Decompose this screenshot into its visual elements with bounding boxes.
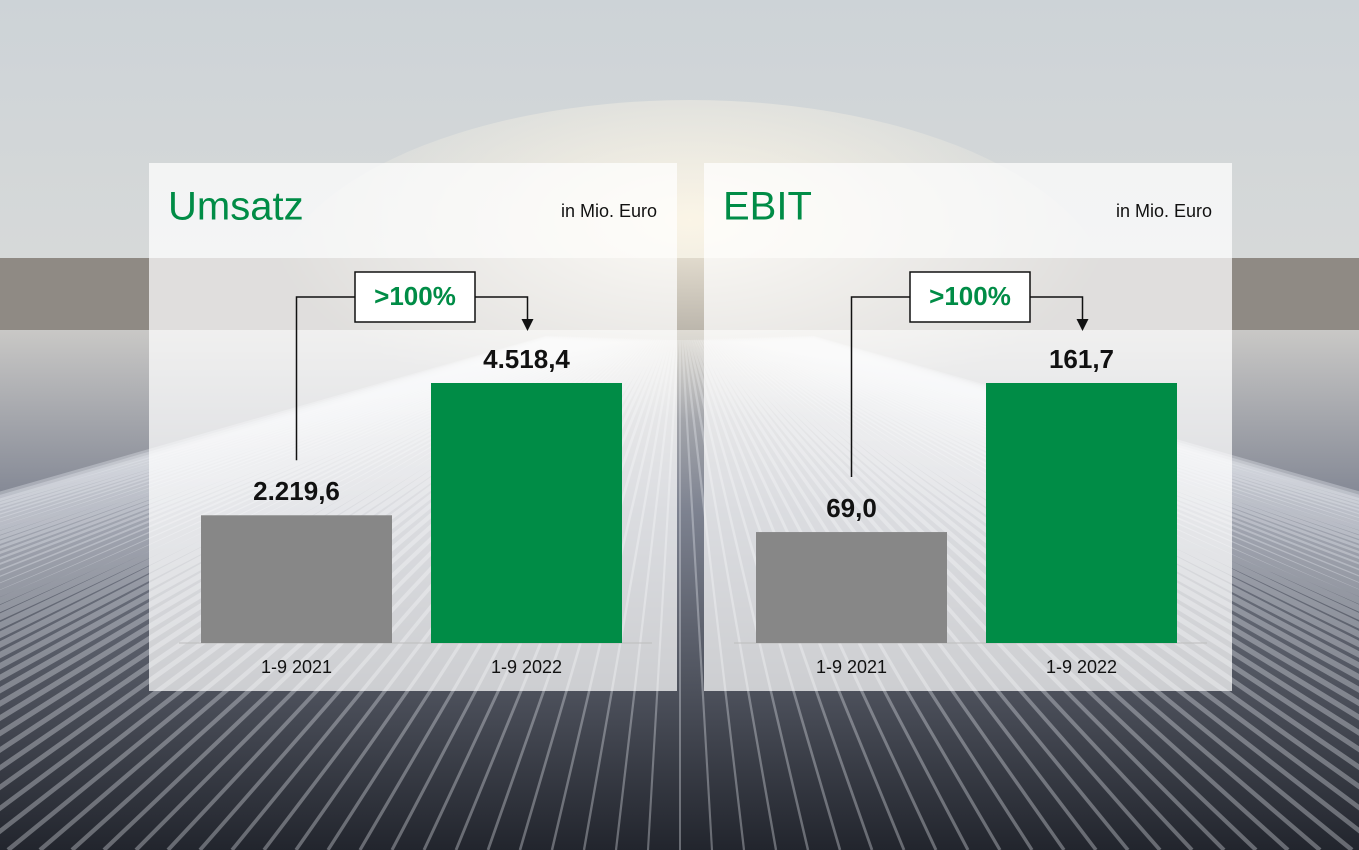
value-label: 4.518,4 xyxy=(483,344,570,374)
category-label: 1-9 2022 xyxy=(491,657,562,677)
value-label: 2.219,6 xyxy=(253,476,340,506)
bar xyxy=(431,383,622,643)
chart-title: EBIT xyxy=(723,185,812,229)
category-label: 1-9 2021 xyxy=(261,657,332,677)
value-label: 161,7 xyxy=(1049,344,1114,374)
category-label: 1-9 2021 xyxy=(816,657,887,677)
value-label: 69,0 xyxy=(826,493,877,523)
category-label: 1-9 2022 xyxy=(1046,657,1117,677)
bar xyxy=(756,532,947,643)
chart-subtitle: in Mio. Euro xyxy=(561,201,657,221)
chart-panel: Umsatz in Mio. Euro 2.219,6 1-9 2021 4.518,4… xyxy=(149,163,677,691)
bar xyxy=(986,383,1177,643)
annotation: >100% xyxy=(374,281,456,311)
bar xyxy=(201,515,392,643)
annotation: >100% xyxy=(929,281,1011,311)
chart-title: Umsatz xyxy=(168,185,304,229)
chart-panel: EBIT in Mio. Euro 69,0 1-9 2021 161,7 1-9 202… xyxy=(704,163,1232,691)
chart-subtitle: in Mio. Euro xyxy=(1116,201,1212,221)
slide: Umsatz in Mio. Euro 2.219,6 1-9 2021 4.518,4… xyxy=(0,0,1359,850)
